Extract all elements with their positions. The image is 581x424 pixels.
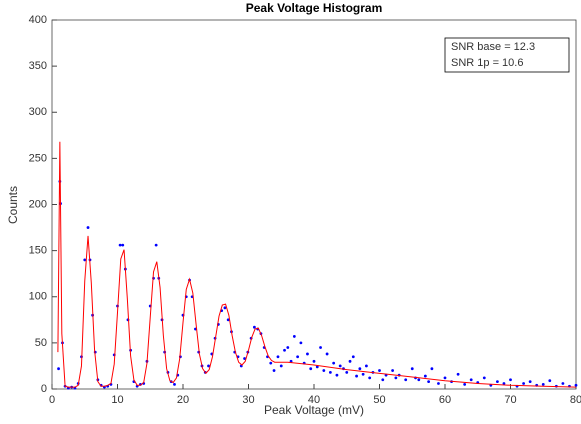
data-point — [118, 243, 122, 247]
data-point — [328, 370, 332, 374]
data-point — [335, 373, 339, 377]
data-point — [154, 243, 158, 247]
x-tick-label: 10 — [111, 394, 123, 406]
y-tick-label: 100 — [29, 291, 47, 303]
data-point — [463, 382, 467, 386]
data-point — [322, 369, 326, 372]
data-point — [456, 372, 460, 376]
x-tick-label: 40 — [308, 394, 320, 406]
y-tick-label: 50 — [35, 337, 47, 349]
data-point — [417, 378, 421, 382]
data-point — [325, 352, 329, 356]
data-point — [283, 348, 286, 352]
data-point — [279, 364, 283, 368]
y-tick-label: 150 — [29, 245, 47, 257]
data-point — [358, 367, 362, 371]
data-point — [482, 376, 486, 380]
data-point — [391, 369, 394, 372]
data-point — [430, 367, 434, 371]
data-point — [252, 325, 256, 329]
annotation-box — [444, 37, 570, 73]
data-point — [83, 258, 87, 262]
data-point — [528, 380, 532, 384]
x-tick-label: 70 — [504, 394, 516, 406]
data-point — [86, 226, 90, 229]
y-tick-label: 0 — [41, 383, 47, 395]
data-point — [312, 359, 316, 363]
data-point — [381, 378, 385, 382]
data-point — [410, 367, 414, 371]
data-point — [404, 378, 408, 382]
chart-title: Peak Voltage Histogram — [246, 1, 383, 15]
data-point — [309, 367, 313, 371]
data-point — [207, 364, 210, 368]
y-tick-label: 200 — [29, 198, 47, 210]
y-tick-label: 400 — [29, 14, 47, 26]
data-point — [272, 369, 276, 372]
y-axis-label: Counts — [6, 186, 20, 224]
y-tick-label: 300 — [29, 106, 47, 118]
data-point — [548, 379, 552, 383]
x-tick-label: 80 — [570, 394, 581, 406]
data-point — [173, 382, 176, 386]
data-point — [443, 376, 447, 380]
y-tick-label: 250 — [29, 152, 47, 164]
data-point — [121, 243, 125, 247]
x-axis-label: Peak Voltage (mV) — [264, 403, 364, 417]
data-point — [276, 355, 280, 359]
data-point — [338, 364, 342, 368]
data-point — [286, 346, 290, 349]
y-tick-label: 350 — [29, 60, 47, 72]
data-point — [502, 382, 506, 385]
data-point — [423, 374, 427, 378]
data-point — [522, 382, 525, 385]
data-point — [355, 374, 358, 378]
data-point — [243, 357, 246, 360]
data-point — [469, 378, 473, 382]
data-point — [361, 372, 365, 376]
data-point — [348, 359, 352, 363]
annotation: SNR 1p = 10.6 — [451, 57, 523, 69]
data-point — [574, 383, 578, 387]
x-tick-label: 50 — [373, 394, 385, 406]
data-point — [306, 352, 309, 356]
x-tick-label: 0 — [49, 394, 55, 406]
fit-line — [57, 141, 577, 388]
data-point — [437, 382, 440, 385]
data-point — [496, 380, 499, 384]
data-point — [351, 355, 355, 359]
data-point — [226, 318, 230, 322]
data-point — [223, 306, 227, 310]
annotation: SNR base = 12.3 — [451, 41, 535, 53]
data-point — [365, 364, 368, 368]
x-tick-label: 60 — [439, 394, 451, 406]
data-point — [332, 361, 336, 365]
data-point — [561, 382, 565, 385]
data-point — [315, 365, 319, 369]
data-point — [509, 378, 512, 382]
data-point — [319, 346, 322, 349]
data-point — [427, 380, 431, 384]
data-point — [269, 361, 273, 365]
data-point — [345, 370, 349, 374]
data-point — [541, 382, 545, 386]
data-point — [394, 376, 398, 380]
data-point — [296, 355, 300, 359]
data-point — [292, 335, 296, 338]
x-tick-label: 30 — [242, 394, 254, 406]
x-tick-label: 20 — [177, 394, 189, 406]
data-point — [299, 341, 303, 345]
data-point — [368, 376, 372, 380]
data-point — [57, 367, 60, 371]
data-point — [378, 369, 381, 372]
